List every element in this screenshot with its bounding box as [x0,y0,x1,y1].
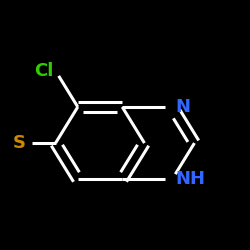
Text: Cl: Cl [34,62,53,80]
Text: S: S [12,134,26,152]
Text: NH: NH [176,170,206,188]
Text: N: N [176,98,190,116]
